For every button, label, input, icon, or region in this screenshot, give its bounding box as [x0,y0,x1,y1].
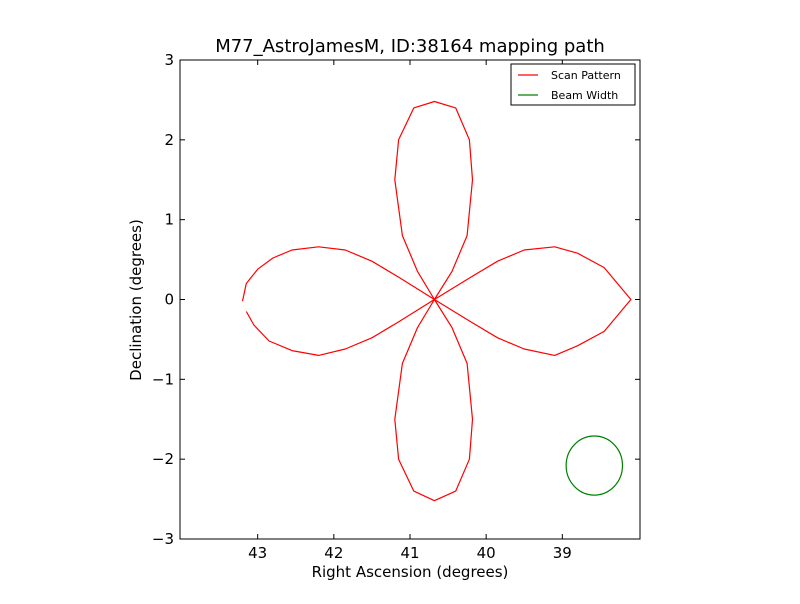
x-tick-label: 40 [477,544,496,562]
x-axis-label: Right Ascension (degrees) [312,563,509,581]
legend: Scan Pattern Beam Width [510,63,636,106]
series-beam-width-circle [565,435,624,496]
y-tick-label: 0 [164,291,174,309]
legend-label: Scan Pattern [551,69,621,82]
y-tick-label: −3 [152,530,174,548]
x-tick-label: 41 [400,544,419,562]
y-tick-label: 2 [164,131,174,149]
legend-box [510,63,636,106]
x-tick-label: 42 [324,544,343,562]
y-axis-label: Declination (degrees) [127,219,145,381]
x-tick-label: 39 [553,544,572,562]
chart-title: M77_AstroJamesM, ID:38164 mapping path [215,36,605,57]
axis-ticks: 43 42 41 40 39 3 2 1 0 −1 −2 −3 [152,51,640,562]
y-tick-label: −2 [152,450,174,468]
series-scan-pattern-line [241,100,632,502]
y-tick-label: −1 [152,370,174,388]
y-tick-label: 3 [164,51,174,69]
y-tick-label: 1 [164,211,174,229]
x-tick-label: 43 [248,544,267,562]
legend-label: Beam Width [551,89,618,102]
